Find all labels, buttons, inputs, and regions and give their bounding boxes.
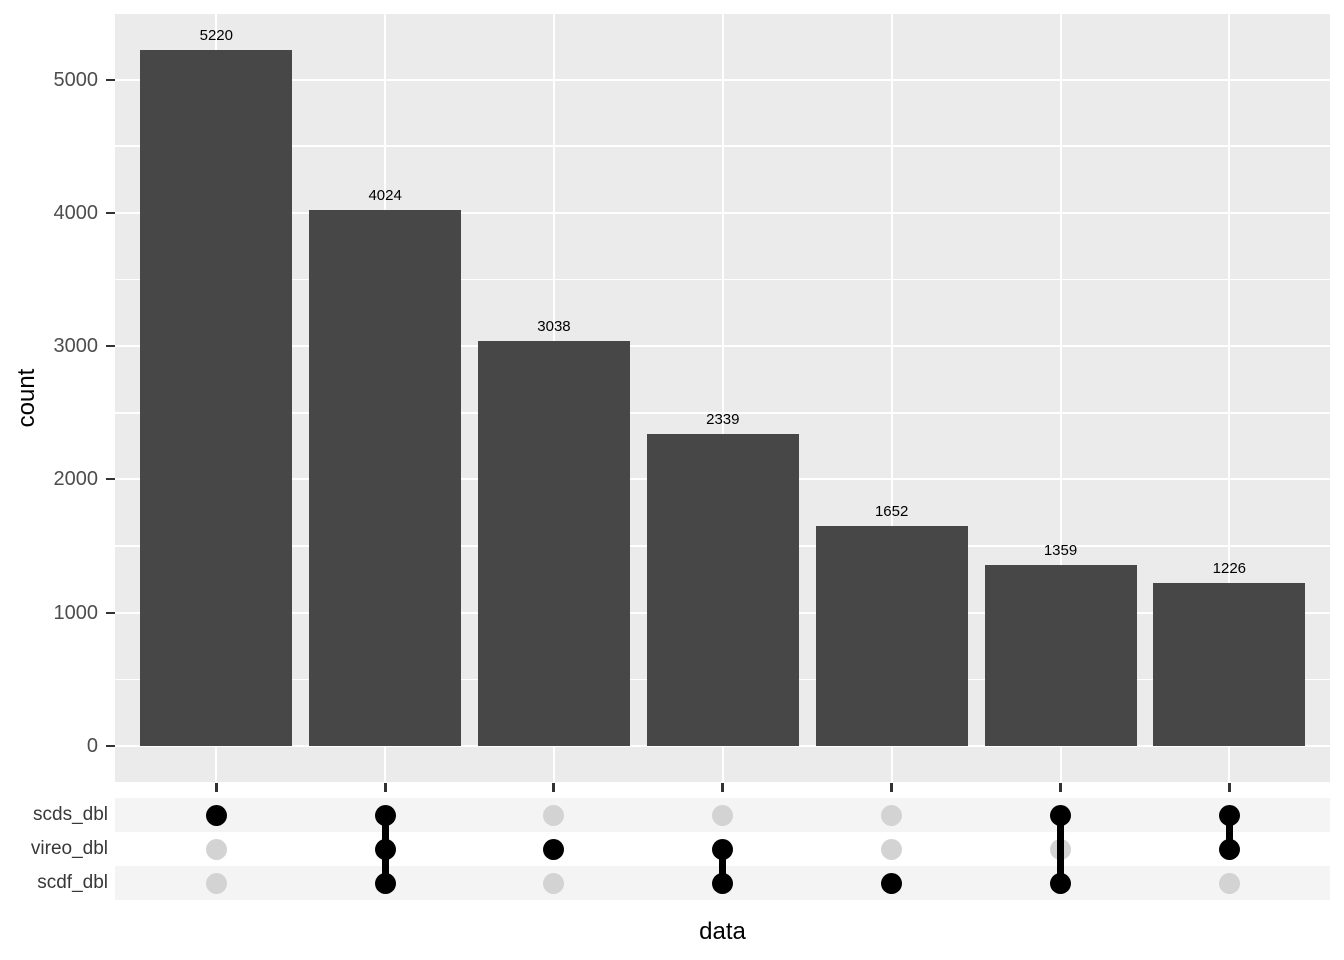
y-axis-tick-mark [106,78,115,81]
y-axis-tick-mark [106,611,115,614]
x-axis-tick-mark [214,783,218,792]
y-axis-tick-mark [106,745,115,747]
x-axis-tick-mark [552,783,556,792]
gridline-major-vertical [721,14,724,782]
gridline-major-vertical [1228,14,1231,782]
set-row-label: vireo_dbl [30,838,108,859]
intersection-bar [984,564,1137,746]
x-axis-tick-mark [1059,783,1062,792]
gridline-major-vertical [890,14,893,782]
bar-value-label: 1226 [1212,559,1247,577]
member-dot [1050,804,1071,826]
gridline-major-vertical [1059,14,1062,782]
y-axis-title: count [13,368,40,428]
bar-value-label: 3038 [537,318,571,336]
plot-panel: 5220 4024 3038 2339 1652 1359 1226 [115,14,1330,782]
member-dot [543,838,565,860]
member-dot [712,838,734,860]
y-axis-tick-label: 0 [86,735,98,757]
intersection-bar [1153,582,1306,746]
intersection-bar [140,50,293,746]
member-dot [205,804,227,826]
member-dot [1218,838,1240,860]
member-dot [712,872,734,894]
non-member-dot [1218,872,1240,894]
set-row-label: scdf_dbl [37,872,108,893]
y-axis-tick-label: 5000 [53,68,99,91]
y-axis-tick-label: 3000 [53,335,99,358]
membership-connector-line [1057,815,1064,883]
y-axis-tick-label: 1000 [53,601,99,624]
x-axis-tick-mark [721,783,725,792]
member-dot [1050,872,1071,894]
intersection-bar [477,341,630,746]
non-member-dot [881,838,903,860]
non-member-dot [543,804,565,826]
intersection-bar [309,209,462,746]
member-dot [374,838,396,860]
non-member-dot [205,838,227,860]
member-dot [1218,804,1240,826]
set-row-label: scds_dbl [33,804,108,825]
membership-connector-line [719,849,727,883]
non-member-dot [881,804,903,826]
y-axis-tick-mark [106,345,115,348]
bar-value-label: 5220 [199,27,233,45]
intersection-bar [815,525,968,746]
membership-connector-line [1225,815,1233,849]
y-axis-tick-mark [106,211,115,214]
y-axis-tick-label: 4000 [53,201,99,224]
member-dot [374,804,396,826]
x-axis-tick-mark [383,783,387,792]
bar-value-label: 1359 [1043,541,1078,559]
bar-value-label: 4024 [368,186,402,204]
intersection-bar [646,434,799,746]
member-dot [374,872,396,894]
bar-value-label: 1652 [874,502,909,520]
member-dot [881,872,903,894]
x-axis-tick-mark [1227,783,1231,792]
non-member-dot [205,872,227,894]
non-member-dot [712,804,734,826]
y-axis-tick-label: 2000 [53,468,99,491]
y-axis-tick-mark [106,478,115,481]
x-axis-title: data [699,918,746,945]
non-member-dot [543,872,565,894]
bar-value-label: 2339 [706,411,740,429]
x-axis-tick-mark [890,783,894,792]
